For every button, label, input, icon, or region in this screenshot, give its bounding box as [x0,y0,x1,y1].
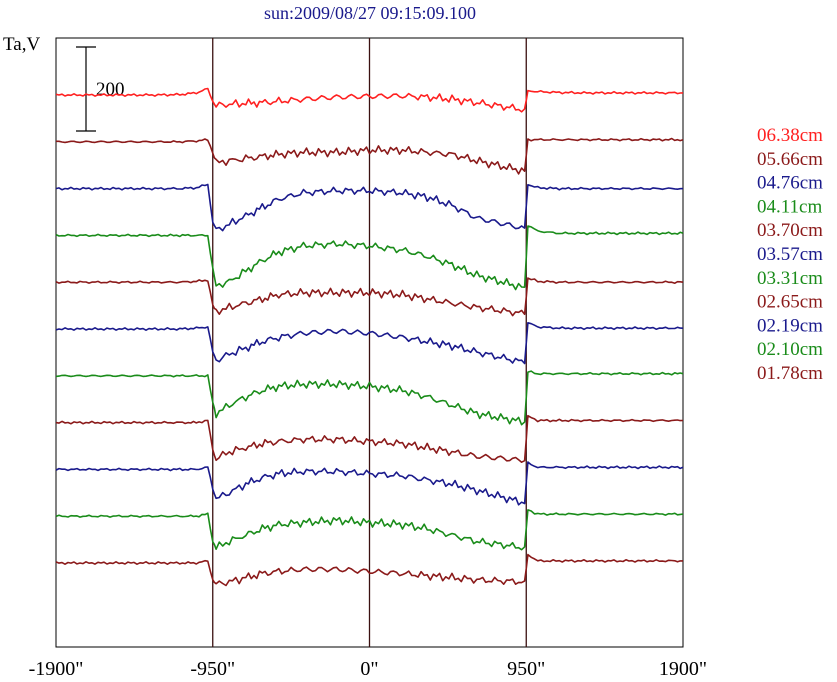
x-tick-labels: -1900" -950" 0" 950" 1900" [29,658,708,680]
legend-entry: 05.66cm [757,149,823,170]
series-line-02.65cm [55,414,684,464]
legend-entry: 04.76cm [757,173,823,194]
series-line-03.57cm [55,321,684,365]
x-tick-label: -950" [190,658,235,680]
legend-entry: 03.31cm [757,268,823,289]
series-line-06.38cm [55,87,684,113]
chart-title: sun:2009/08/27 09:15:09.100 [264,3,476,23]
series-line-04.76cm [55,183,684,232]
scale-bar-label: 200 [96,79,125,100]
legend-entry: 04.11cm [757,196,822,217]
series-line-02.10cm [55,509,684,551]
legend-entry: 06.38cm [757,125,823,146]
legend-entry: 02.19cm [757,315,823,336]
legend-entry: 01.78cm [757,363,823,384]
series-line-04.11cm [55,225,684,291]
legend-entry: 03.57cm [757,244,823,265]
legend-entry: 02.10cm [757,339,823,360]
x-tick-label: -1900" [29,658,84,680]
scale-bar: 200 [76,46,125,132]
series-line-05.66cm [56,137,684,175]
series-line-01.78cm [55,553,683,587]
series-line-03.70cm [55,277,684,317]
series-line-02.19cm [55,461,684,506]
legend-entry: 03.70cm [757,220,823,241]
y-axis-label: Ta,V [3,34,40,55]
x-tick-label: 950" [507,658,545,680]
legend-entry: 02.65cm [757,292,823,313]
vertical-markers [212,38,527,647]
series-line-03.31cm [55,370,684,426]
x-tick-label: 1900" [659,658,707,680]
series-lines [55,87,684,587]
x-tick-label: 0" [360,658,378,680]
